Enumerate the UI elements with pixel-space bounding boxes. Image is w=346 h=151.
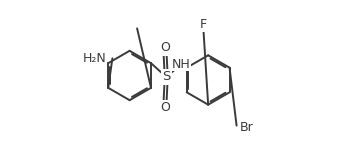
Text: O: O: [160, 41, 170, 54]
Text: S: S: [162, 71, 171, 84]
Text: H₂N: H₂N: [83, 52, 107, 65]
Text: NH: NH: [172, 58, 191, 71]
Text: F: F: [199, 18, 207, 31]
Text: O: O: [160, 101, 170, 114]
Text: Br: Br: [239, 121, 253, 134]
